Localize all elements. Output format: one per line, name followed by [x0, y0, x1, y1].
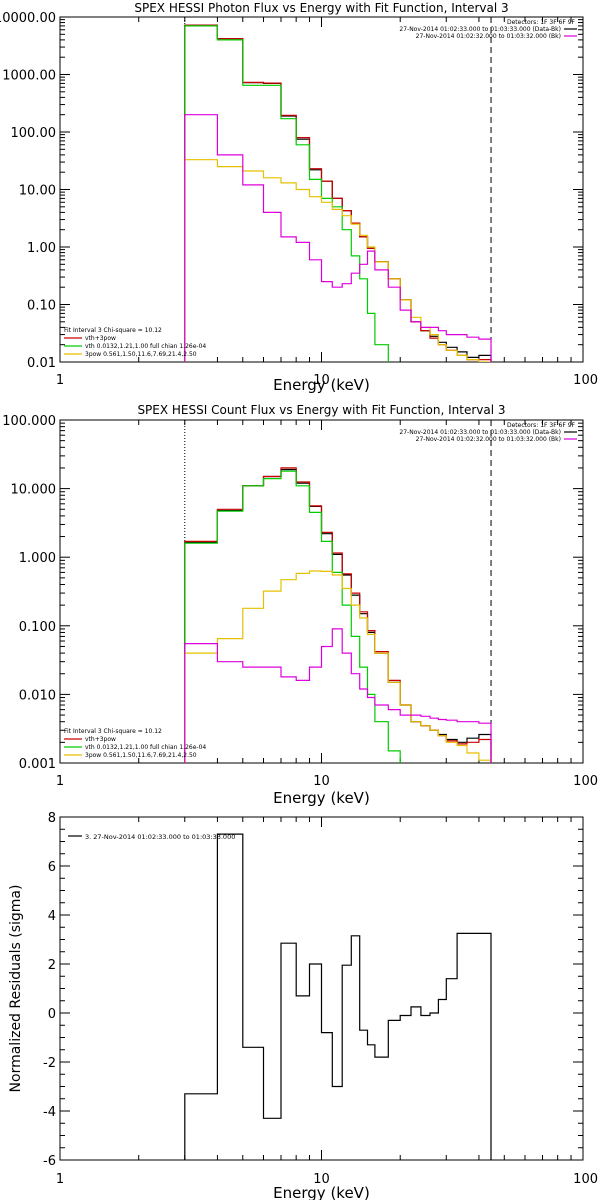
x-axis-label: Energy (keV)	[273, 789, 370, 807]
y-tick-label: 10000.00	[0, 11, 56, 26]
chart-title: SPEX HESSI Photon Flux vs Energy with Fi…	[134, 1, 508, 15]
fit-legend-text: Fit Interval 3 Chi-square = 10.12	[64, 728, 162, 735]
y-tick-label: 0.010	[19, 688, 56, 703]
y-tick-label: 4	[48, 909, 56, 924]
series-line-1	[184, 24, 492, 362]
fit-legend-text: 3pow 0.561,1.50,11.6,7.69,21.4,2.50	[85, 752, 197, 759]
y-tick-label: 100.000	[2, 414, 56, 429]
y-tick-label: 10.00	[19, 184, 56, 199]
y-tick-label: -6	[43, 1154, 56, 1169]
y-tick-label: 0.01	[27, 356, 56, 371]
y-tick-label: 6	[48, 860, 56, 875]
y-tick-label: 0.10	[27, 299, 56, 314]
legend-text: Detectors: 1F 3F 6F 9F	[507, 422, 576, 429]
series-line-5	[184, 628, 492, 763]
fit-legend-text: 3pow 0.561,1.50,11.6,7.69,21.4,2.50	[85, 351, 197, 358]
legend-text: 3. 27-Nov-2014 01:02:33.000 to 01:03:33.…	[85, 833, 235, 841]
fit-legend-text: Fit Interval 3 Chi-square = 10.12	[64, 327, 162, 334]
x-tick-label: 10	[313, 774, 330, 789]
y-tick-label: 0	[48, 1007, 56, 1022]
series-line-3	[184, 470, 492, 763]
x-tick-label: 1	[56, 373, 64, 388]
y-axis-label: Normalized Residuals (sigma)	[8, 885, 24, 1093]
chart-panel-1: SPEX HESSI Photon Flux vs Energy with Fi…	[0, 1, 598, 394]
y-tick-label: 8	[48, 811, 56, 826]
y-tick-label: 2	[48, 958, 56, 973]
series-line-5	[184, 114, 492, 362]
y-tick-label: 1000.00	[2, 69, 56, 84]
fit-legend-text: vth+3pow	[85, 335, 116, 342]
x-tick-label: 1	[56, 1172, 64, 1187]
chart-title: SPEX HESSI Count Flux vs Energy with Fit…	[137, 403, 505, 417]
series-line-3	[184, 25, 492, 362]
x-tick-label: 10	[313, 373, 330, 388]
y-tick-label: 0.100	[19, 620, 56, 635]
series-line-4	[184, 570, 492, 763]
y-tick-label: -2	[43, 1056, 56, 1071]
x-axis-label: Energy (keV)	[273, 1184, 370, 1200]
fit-legend-text: vth+3pow	[85, 736, 116, 743]
x-tick-label: 100	[573, 373, 598, 388]
y-tick-label: 0.001	[19, 757, 56, 772]
x-tick-label: 100	[573, 774, 598, 789]
legend-text: Detectors: 1F 3F 6F 9F	[507, 19, 576, 26]
y-tick-label: 100.00	[11, 126, 57, 141]
chart-panel-2: SPEX HESSI Count Flux vs Energy with Fit…	[2, 403, 598, 807]
series-line-2	[184, 24, 492, 362]
y-tick-label: 1.00	[27, 241, 56, 256]
y-tick-label: 1.000	[19, 551, 56, 566]
legend-text: 27-Nov-2014 01:02:33.000 to 01:03:33.000…	[399, 26, 561, 33]
legend-text: 27-Nov-2014 01:02:33.000 to 01:03:33.000…	[399, 429, 561, 436]
legend-text: 27-Nov-2014 01:02:32.000 to 01:03:32.000…	[416, 33, 561, 40]
legend-text: 27-Nov-2014 01:02:32.000 to 01:03:32.000…	[416, 436, 561, 443]
y-tick-label: -4	[43, 1105, 56, 1120]
chart-panel-3: 1 10 100 8 6 4 2 0 -2 -4 -6 Energy (keV) Normalized …	[8, 811, 598, 1202]
fit-legend-text: vth 0.0132,1.21,1.00 full chian 1.26e-04	[85, 343, 206, 350]
series-line-1	[184, 833, 492, 1160]
x-axis-label: Energy (keV)	[273, 376, 370, 394]
x-tick-label: 10	[313, 1172, 330, 1187]
series-line-4	[184, 159, 491, 362]
y-tick-label: 10.000	[11, 483, 57, 498]
plot-frame	[59, 419, 584, 764]
fit-legend-text: vth 0.0132,1.21,1.00 full chian 1.26e-04	[85, 744, 206, 751]
series-line-2	[184, 467, 492, 763]
x-tick-label: 100	[573, 1172, 598, 1187]
x-tick-label: 1	[56, 774, 64, 789]
